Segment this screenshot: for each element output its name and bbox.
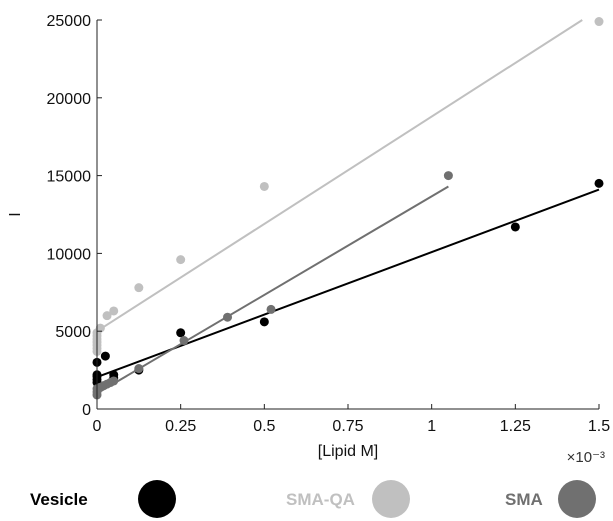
y-tick-label: 5000 (55, 324, 91, 341)
x-tick-label: 0.25 (165, 418, 196, 435)
series-sma-qa (92, 17, 604, 356)
series-sma (92, 171, 453, 400)
plot-area (92, 17, 604, 400)
legend-item-sma: SMA (505, 480, 596, 518)
x-axis-label: [Lipid M] (318, 443, 378, 460)
y-tick-label: 10000 (47, 246, 92, 263)
y-tick-label: 15000 (47, 169, 92, 186)
legend-marker-sma (558, 480, 596, 518)
legend-item-vesicle: Vesicle (30, 480, 176, 518)
data-point-sma-qa (594, 17, 604, 27)
x-tick-label: 0 (93, 418, 102, 435)
data-point-sma-qa (259, 181, 269, 191)
x-axis-multiplier: ×10⁻³ (567, 449, 605, 466)
x-tick-label: 1.5 (588, 418, 610, 435)
x-tick-label: 0.5 (253, 418, 275, 435)
data-point-sma (223, 312, 233, 322)
data-point-sma (134, 364, 144, 374)
data-point-vesicle (510, 222, 520, 232)
data-point-vesicle (100, 351, 110, 361)
legend-label-vesicle: Vesicle (30, 490, 88, 509)
data-point-sma (179, 336, 189, 346)
data-point-vesicle (176, 328, 186, 338)
x-tick-label: 1.25 (500, 418, 531, 435)
x-tick-label: 1 (427, 418, 436, 435)
data-point-sma (109, 376, 119, 386)
x-tick-label: 0.75 (332, 418, 363, 435)
legend-item-sma-qa: SMA-QA (286, 480, 410, 518)
legend-marker-vesicle (138, 480, 176, 518)
data-point-sma (443, 171, 453, 181)
y-tick-label: 20000 (47, 91, 92, 108)
legend: Vesicle SMA-QA SMA (30, 480, 596, 518)
y-tick-label: 25000 (47, 13, 92, 30)
data-point-sma-qa (102, 311, 112, 321)
fit-line-vesicle (96, 188, 600, 379)
y-tick-label: 0 (82, 402, 91, 419)
data-point-sma-qa (176, 255, 186, 265)
data-point-sma (266, 304, 276, 314)
y-axis-label: I (7, 212, 24, 216)
series-vesicle (92, 178, 604, 388)
fit-line-sma-qa (96, 19, 583, 333)
fit-line-sma (96, 185, 449, 395)
data-point-vesicle (594, 178, 604, 188)
data-point-sma-qa (134, 283, 144, 293)
axes: 0 0.25 0.5 0.75 1 1.25 1.5 0 5000 10000 15000 20000… (7, 13, 610, 466)
legend-marker-sma-qa (372, 480, 410, 518)
data-point-vesicle (259, 317, 269, 327)
data-point-vesicle (109, 370, 119, 380)
legend-label-sma: SMA (505, 490, 543, 509)
legend-label-sma-qa: SMA-QA (286, 490, 355, 509)
data-point-sma-qa (95, 323, 105, 333)
data-point-sma-qa (109, 306, 119, 316)
